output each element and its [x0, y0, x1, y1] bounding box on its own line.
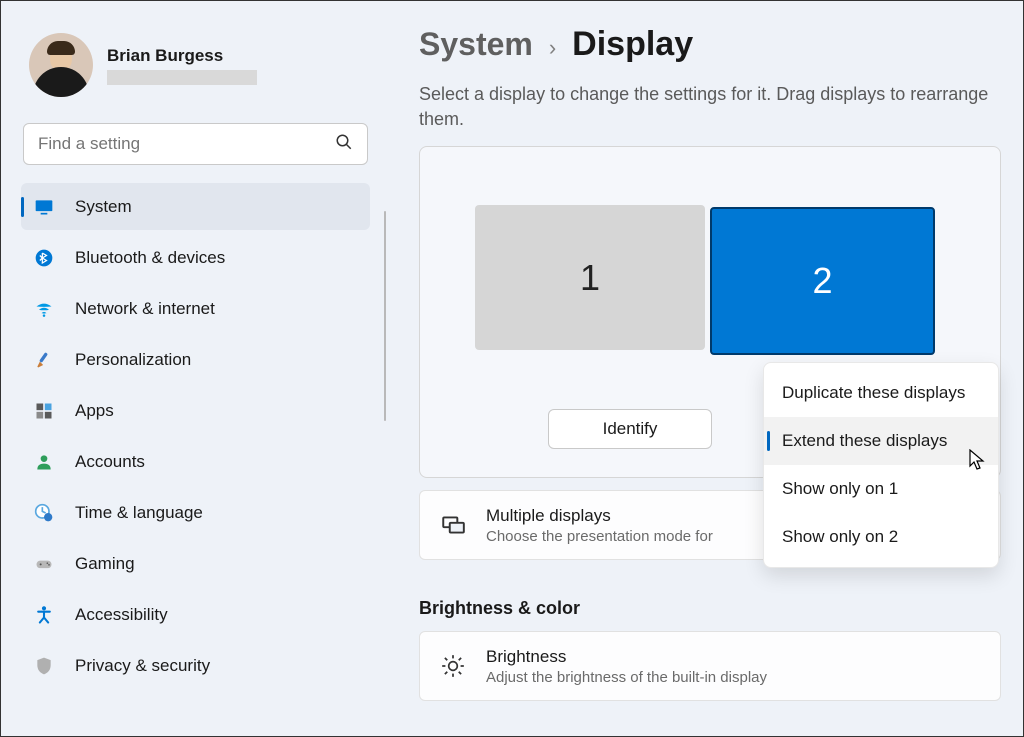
multiple-displays-icon	[440, 512, 466, 538]
apps-icon	[33, 400, 55, 422]
shield-icon	[33, 655, 55, 677]
brightness-card[interactable]: Brightness Adjust the brightness of the …	[419, 631, 1001, 701]
brightness-icon	[440, 653, 466, 679]
dropdown-option-label: Show only on 2	[782, 527, 898, 547]
sidebar-item-apps[interactable]: Apps	[21, 387, 370, 434]
sidebar-item-bluetooth[interactable]: Bluetooth & devices	[21, 234, 370, 281]
breadcrumb-parent[interactable]: System	[419, 26, 533, 63]
scrollbar-thumb[interactable]	[384, 211, 386, 421]
breadcrumb: System › Display	[419, 25, 1001, 64]
breadcrumb-current: Display	[572, 25, 693, 64]
profile-block[interactable]: Brian Burgess	[21, 25, 370, 119]
dropdown-option-extend[interactable]: Extend these displays	[764, 417, 998, 465]
search-box[interactable]	[23, 123, 368, 165]
profile-subtext-redacted	[107, 70, 257, 85]
sidebar-item-label: Accounts	[75, 452, 145, 472]
card-title: Brightness	[486, 647, 767, 667]
sidebar-item-accessibility[interactable]: Accessibility	[21, 591, 370, 638]
identify-label: Identify	[603, 419, 658, 439]
display-number: 2	[812, 260, 832, 302]
sidebar-item-accounts[interactable]: Accounts	[21, 438, 370, 485]
search-icon	[335, 133, 353, 156]
dropdown-option-duplicate[interactable]: Duplicate these displays	[764, 369, 998, 417]
sidebar-item-label: Personalization	[75, 350, 191, 370]
dropdown-option-show1[interactable]: Show only on 1	[764, 465, 998, 513]
paintbrush-icon	[33, 349, 55, 371]
nav-list: System Bluetooth & devices Network & int…	[21, 183, 370, 689]
dropdown-option-show2[interactable]: Show only on 2	[764, 513, 998, 561]
sidebar-item-label: Accessibility	[75, 605, 168, 625]
search-input[interactable]	[38, 134, 335, 154]
sidebar-item-gaming[interactable]: Gaming	[21, 540, 370, 587]
section-header-brightness: Brightness & color	[419, 598, 1001, 619]
bluetooth-icon	[33, 247, 55, 269]
clock-globe-icon	[33, 502, 55, 524]
wifi-icon	[33, 298, 55, 320]
accessibility-icon	[33, 604, 55, 626]
display-tile-2[interactable]: 2	[710, 207, 935, 355]
display-mode-dropdown: Duplicate these displays Extend these di…	[763, 362, 999, 568]
sidebar-item-label: Time & language	[75, 503, 203, 523]
dropdown-option-label: Show only on 1	[782, 479, 898, 499]
card-subtitle: Adjust the brightness of the built-in di…	[486, 669, 767, 686]
instruction-text: Select a display to change the settings …	[419, 82, 999, 132]
avatar	[29, 33, 93, 97]
sidebar-item-personalization[interactable]: Personalization	[21, 336, 370, 383]
person-icon	[33, 451, 55, 473]
monitor-icon	[33, 196, 55, 218]
sidebar-item-time-language[interactable]: Time & language	[21, 489, 370, 536]
sidebar-item-label: Privacy & security	[75, 656, 210, 676]
display-number: 1	[580, 257, 600, 299]
cursor-icon	[969, 449, 987, 476]
sidebar-item-network[interactable]: Network & internet	[21, 285, 370, 332]
gamepad-icon	[33, 553, 55, 575]
sidebar-item-label: Apps	[75, 401, 114, 421]
dropdown-option-label: Duplicate these displays	[782, 383, 965, 403]
card-title: Multiple displays	[486, 506, 713, 526]
sidebar-item-system[interactable]: System	[21, 183, 370, 230]
card-subtitle: Choose the presentation mode for	[486, 528, 713, 545]
profile-name: Brian Burgess	[107, 46, 257, 66]
identify-button[interactable]: Identify	[548, 409, 712, 449]
dropdown-option-label: Extend these displays	[782, 431, 947, 451]
settings-sidebar: Brian Burgess System Bluetooth & devices	[1, 1, 386, 736]
sidebar-item-label: Bluetooth & devices	[75, 248, 225, 268]
sidebar-item-label: Gaming	[75, 554, 135, 574]
chevron-right-icon: ›	[549, 35, 556, 61]
sidebar-item-label: System	[75, 197, 132, 217]
sidebar-item-privacy[interactable]: Privacy & security	[21, 642, 370, 689]
display-tile-1[interactable]: 1	[475, 205, 705, 350]
sidebar-item-label: Network & internet	[75, 299, 215, 319]
